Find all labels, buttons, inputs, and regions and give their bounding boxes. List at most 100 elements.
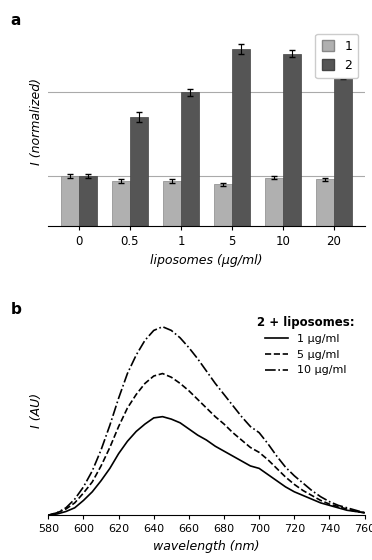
5 μg/ml — [99, 463, 103, 469]
10 μg/ml — [90, 468, 94, 474]
10 μg/ml — [73, 496, 77, 502]
10 μg/ml — [178, 334, 182, 341]
1 μg/ml — [248, 463, 253, 469]
10 μg/ml — [327, 498, 332, 505]
5 μg/ml — [81, 489, 86, 496]
5 μg/ml — [345, 506, 349, 512]
10 μg/ml — [239, 413, 244, 420]
5 μg/ml — [116, 423, 121, 430]
10 μg/ml — [283, 464, 288, 470]
10 μg/ml — [204, 368, 209, 375]
1 μg/ml — [73, 505, 77, 511]
5 μg/ml — [204, 405, 209, 412]
10 μg/ml — [310, 487, 314, 494]
5 μg/ml — [362, 510, 367, 516]
1 μg/ml — [143, 421, 147, 427]
5 μg/ml — [90, 479, 94, 486]
1 μg/ml — [90, 488, 94, 495]
1 μg/ml — [55, 511, 60, 517]
Bar — [232, 49, 250, 343]
10 μg/ml — [160, 323, 165, 330]
Text: b: b — [10, 302, 21, 316]
5 μg/ml — [310, 492, 314, 499]
10 μg/ml — [108, 422, 112, 428]
1 μg/ml — [231, 452, 235, 459]
10 μg/ml — [46, 512, 51, 519]
Bar — [61, 176, 79, 343]
10 μg/ml — [169, 327, 174, 334]
5 μg/ml — [301, 487, 305, 494]
1 μg/ml — [169, 416, 174, 422]
5 μg/ml — [318, 497, 323, 504]
5 μg/ml — [257, 449, 262, 456]
10 μg/ml — [81, 483, 86, 490]
1 μg/ml — [116, 450, 121, 457]
1 μg/ml — [125, 438, 129, 445]
1 μg/ml — [213, 443, 218, 450]
5 μg/ml — [108, 444, 112, 451]
5 μg/ml — [248, 444, 253, 451]
Bar — [181, 92, 199, 343]
1 μg/ml — [222, 448, 226, 455]
10 μg/ml — [318, 493, 323, 500]
Line: 5 μg/ml: 5 μg/ml — [48, 374, 365, 515]
1 μg/ml — [353, 508, 358, 515]
Bar — [163, 181, 181, 343]
10 μg/ml — [222, 391, 226, 398]
1 μg/ml — [310, 496, 314, 502]
5 μg/ml — [178, 380, 182, 387]
1 μg/ml — [134, 428, 138, 435]
Line: 1 μg/ml: 1 μg/ml — [48, 417, 365, 515]
10 μg/ml — [248, 423, 253, 430]
5 μg/ml — [231, 430, 235, 436]
1 μg/ml — [362, 510, 367, 516]
5 μg/ml — [55, 510, 60, 516]
Bar — [214, 184, 232, 343]
Y-axis label: I (AU): I (AU) — [30, 393, 43, 428]
1 μg/ml — [327, 502, 332, 508]
5 μg/ml — [292, 481, 296, 488]
5 μg/ml — [336, 503, 340, 510]
1 μg/ml — [336, 505, 340, 511]
5 μg/ml — [169, 374, 174, 381]
1 μg/ml — [257, 465, 262, 472]
Text: a: a — [10, 13, 21, 27]
5 μg/ml — [266, 456, 270, 463]
1 μg/ml — [108, 465, 112, 472]
5 μg/ml — [353, 508, 358, 515]
10 μg/ml — [99, 446, 103, 453]
Legend: 1, 2: 1, 2 — [315, 34, 358, 78]
1 μg/ml — [195, 432, 200, 438]
Bar — [265, 178, 283, 343]
X-axis label: liposomes (μg/ml): liposomes (μg/ml) — [150, 254, 263, 267]
10 μg/ml — [213, 380, 218, 387]
1 μg/ml — [46, 512, 51, 519]
10 μg/ml — [353, 507, 358, 514]
5 μg/ml — [195, 396, 200, 403]
5 μg/ml — [73, 500, 77, 506]
10 μg/ml — [64, 505, 68, 511]
1 μg/ml — [178, 419, 182, 426]
1 μg/ml — [318, 500, 323, 506]
1 μg/ml — [64, 508, 68, 515]
10 μg/ml — [345, 505, 349, 511]
1 μg/ml — [275, 477, 279, 484]
10 μg/ml — [187, 344, 191, 351]
1 μg/ml — [292, 488, 296, 495]
Bar — [316, 179, 334, 343]
10 μg/ml — [362, 510, 367, 516]
Bar — [112, 181, 130, 343]
10 μg/ml — [151, 327, 156, 334]
Legend: 1 μg/ml, 5 μg/ml, 10 μg/ml: 1 μg/ml, 5 μg/ml, 10 μg/ml — [253, 311, 359, 380]
10 μg/ml — [266, 440, 270, 447]
5 μg/ml — [151, 372, 156, 379]
10 μg/ml — [275, 452, 279, 459]
10 μg/ml — [55, 510, 60, 516]
Bar — [334, 67, 352, 343]
1 μg/ml — [81, 497, 86, 504]
1 μg/ml — [345, 507, 349, 514]
10 μg/ml — [143, 337, 147, 344]
10 μg/ml — [301, 480, 305, 487]
1 μg/ml — [187, 426, 191, 432]
1 μg/ml — [99, 477, 103, 484]
